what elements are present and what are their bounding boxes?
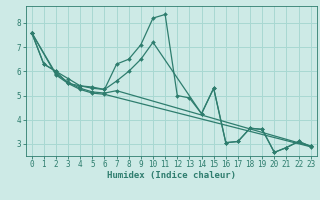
X-axis label: Humidex (Indice chaleur): Humidex (Indice chaleur) — [107, 171, 236, 180]
